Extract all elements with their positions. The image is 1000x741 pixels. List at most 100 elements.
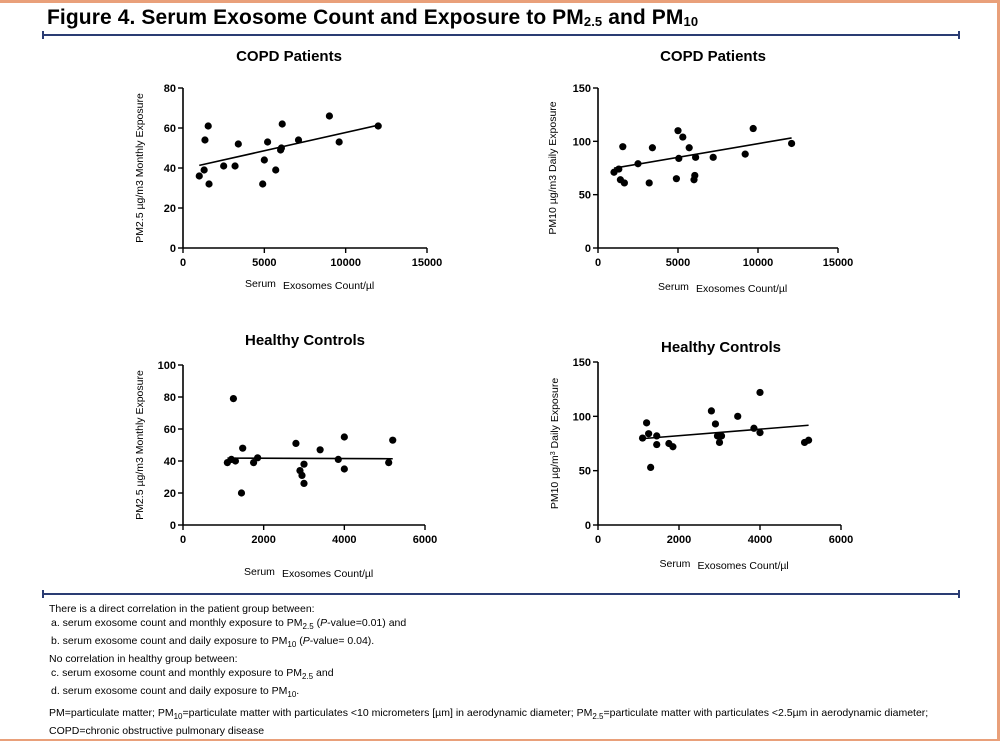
chart-1-y-tick-label: 80 [164, 83, 176, 95]
chart-3-y-tick-label: 0 [170, 520, 176, 532]
chart-4-point [756, 388, 764, 397]
top-divider [42, 31, 960, 39]
chart-3: Healthy Controls 0 20 40 60 80 100 0 2000 4000 600… [134, 332, 437, 580]
chart-4-point [756, 429, 764, 437]
chart-1-point [231, 162, 239, 170]
chart-1-x-tick-label: 0 [180, 257, 186, 269]
chart-1-point [278, 120, 286, 128]
chart-4-point [647, 463, 655, 472]
top-border [0, 0, 1000, 3]
right-border [997, 0, 1000, 741]
chart-1-title: COPD Patients [236, 48, 342, 65]
chart-3-point [229, 395, 238, 403]
chart-1-x-tick-label: 15000 [412, 257, 443, 269]
chart-1-point [374, 122, 382, 130]
chart-2-point [749, 124, 757, 133]
chart-2-point [648, 144, 657, 152]
chart-2-x-label: Serum [658, 281, 689, 293]
chart-3-point [316, 446, 324, 454]
chart-3-title: Healthy Controls [245, 332, 365, 349]
note-line-b: b. serum exosome count and daily exposur… [51, 635, 375, 650]
chart-4-x-tick-label: 2000 [667, 534, 691, 546]
chart-4-point [643, 419, 651, 427]
chart-2-point [615, 165, 623, 173]
chart-3-y-tick-label: 60 [164, 424, 176, 436]
chart-3-x-tick-label: 4000 [332, 534, 356, 546]
chart-3-x-tick-label: 2000 [251, 534, 275, 546]
chart-4-point [645, 430, 653, 438]
chart-3-y-tick-label: 20 [164, 488, 176, 500]
chart-1-point [272, 166, 280, 174]
chart-3-point [389, 436, 397, 444]
chart-1-point [205, 180, 213, 188]
chart-3-point [254, 454, 262, 462]
chart-2-title: COPD Patients [660, 48, 766, 65]
chart-2-x-tick-label: 5000 [666, 257, 690, 269]
chart-2-y-label: PM10 µg/m3 Daily Exposure [547, 101, 559, 234]
note-line-a: a. serum exosome count and monthly expos… [51, 617, 407, 632]
chart-1-point [325, 112, 333, 120]
chart-2-point [679, 133, 687, 141]
note-line-1: There is a direct correlation in the pat… [49, 603, 315, 615]
chart-2-y-tick-label: 50 [579, 190, 591, 202]
chart-3-x-label-units: Exosomes Count/µl [282, 568, 373, 580]
chart-2-point [675, 154, 683, 162]
chart-2-point [672, 175, 681, 183]
chart-4-x-tick-label: 6000 [829, 534, 853, 546]
chart-2-point [674, 127, 682, 135]
chart-2-point [709, 153, 717, 161]
chart-4-title: Healthy Controls [661, 339, 781, 356]
chart-1-x-tick-label: 5000 [252, 257, 276, 269]
chart-2-point [692, 153, 700, 161]
chart-1-x-label: Serum [245, 278, 276, 290]
chart-4-y-tick-label: 150 [573, 357, 591, 369]
chart-3-point [334, 455, 342, 463]
chart-1-point [260, 156, 268, 164]
chart-1-fit-line [199, 124, 379, 167]
chart-1-y-tick-label: 40 [164, 163, 176, 175]
bottom-divider [42, 590, 960, 598]
chart-3-point [298, 471, 306, 479]
chart-3-y-label: PM2.5 µg/m3 Monthly Exposure [134, 370, 146, 520]
chart-2-y-tick-label: 0 [585, 243, 591, 255]
chart-3-point [300, 479, 308, 487]
chart-3-point [239, 444, 247, 452]
chart-1-point [335, 138, 343, 146]
chart-3-point [237, 489, 246, 497]
chart-3-y-tick-label: 100 [158, 360, 176, 372]
chart-1-y-label: PM2.5 µg/m3 Monthly Exposure [134, 93, 146, 243]
chart-3-x-tick-label: 0 [180, 534, 186, 546]
chart-3-x-tick-label: 6000 [413, 534, 437, 546]
notes-block: There is a direct correlation in the pat… [49, 602, 406, 702]
chart-4-x-label-units: Exosomes Count/µl [698, 560, 789, 572]
chart-4-x-label: Serum [660, 558, 691, 570]
chart-1-y-tick-label: 60 [164, 123, 176, 135]
chart-3-x-label: Serum [244, 566, 275, 578]
chart-4-x-tick-label: 4000 [748, 534, 772, 546]
chart-4-point [750, 424, 758, 432]
chart-4-point [734, 412, 742, 420]
chart-2-fit-line [613, 137, 792, 170]
figure-title: Figure 4. Serum Exosome Count and Exposu… [47, 6, 699, 29]
chart-4-y-tick-label: 100 [573, 411, 591, 423]
chart-2-x-tick-label: 0 [595, 257, 601, 269]
chart-2-y-tick-label: 150 [573, 83, 591, 95]
chart-4: Healthy Controls 0 50 100 150 0 2000 4000 6000 Se… [549, 339, 853, 572]
chart-1-point [200, 166, 208, 174]
chart-2-point [741, 150, 749, 158]
chart-4-point [653, 432, 661, 440]
chart-4-point [717, 432, 726, 440]
chart-4-point [707, 407, 716, 415]
chart-1-point [195, 172, 203, 180]
chart-2-point [788, 139, 796, 148]
chart-2-x-tick-label: 10000 [743, 257, 774, 269]
chart-2-point [685, 144, 693, 152]
chart-4-point [711, 420, 720, 428]
chart-3-point [249, 459, 258, 467]
chart-4-point [715, 438, 724, 447]
chart-2-point [620, 179, 629, 187]
bottom-border [0, 739, 1000, 741]
chart-3-fit-line [227, 457, 393, 460]
chart-4-point [638, 434, 647, 442]
